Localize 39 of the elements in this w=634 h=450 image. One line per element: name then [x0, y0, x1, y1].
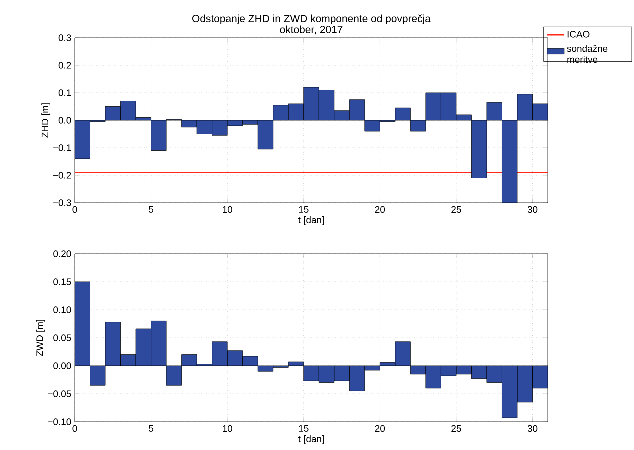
x-tick-label: 5 [149, 206, 154, 213]
chart-title: Odstopanje ZHD in ZWD komponente od povprečja [192, 14, 431, 25]
y-tick-label: 0.1 [58, 90, 72, 96]
x-tick-label: 30 [528, 206, 538, 214]
x-tick-label: 15 [299, 425, 309, 432]
y-tick-label: −0.2 [53, 172, 72, 179]
x-tick-label: 20 [375, 206, 386, 214]
legend-label: ICAO [568, 31, 590, 38]
y-tick-label: 0.2 [58, 62, 72, 69]
x-tick-label: 0 [72, 206, 78, 214]
y-axis-title: ZWD [m] [36, 320, 46, 356]
y-tick-label: −0.1 [53, 144, 72, 152]
x-tick-label: 15 [299, 206, 309, 213]
y-tick-label: 0.3 [58, 34, 72, 42]
legend-label: sondažne meritve [567, 45, 608, 64]
y-tick-label: 0.10 [54, 306, 72, 314]
y-tick-label: 0.00 [54, 362, 72, 370]
y-tick-label: −0.3 [53, 200, 72, 206]
x-tick-label: 25 [452, 206, 462, 214]
x-tick-label: 5 [149, 425, 154, 432]
x-tick-label: 10 [223, 425, 232, 432]
x-tick-label: 0 [72, 425, 78, 432]
y-tick-label: 0.0 [58, 117, 72, 124]
y-tick-label: 0.05 [54, 334, 72, 342]
y-axis-title: ZHD [m] [42, 104, 50, 138]
x-tick-label: 30 [528, 425, 538, 432]
x-axis-title: t [dan] [298, 436, 324, 444]
x-tick-label: 25 [452, 425, 462, 432]
bar [75, 282, 90, 366]
x-tick-label: 20 [375, 425, 386, 432]
bar [90, 366, 106, 386]
chart-subtitle: oktober, 2017 [280, 26, 343, 35]
y-tick-label: −0.05 [48, 390, 72, 398]
y-tick-label: −0.10 [48, 418, 72, 426]
x-axis-title: t [dan] [298, 216, 324, 226]
bar [166, 366, 182, 386]
x-tick-label: 10 [223, 206, 232, 214]
y-tick-label: 0.15 [54, 278, 72, 286]
y-tick-label: 0.20 [54, 250, 72, 258]
